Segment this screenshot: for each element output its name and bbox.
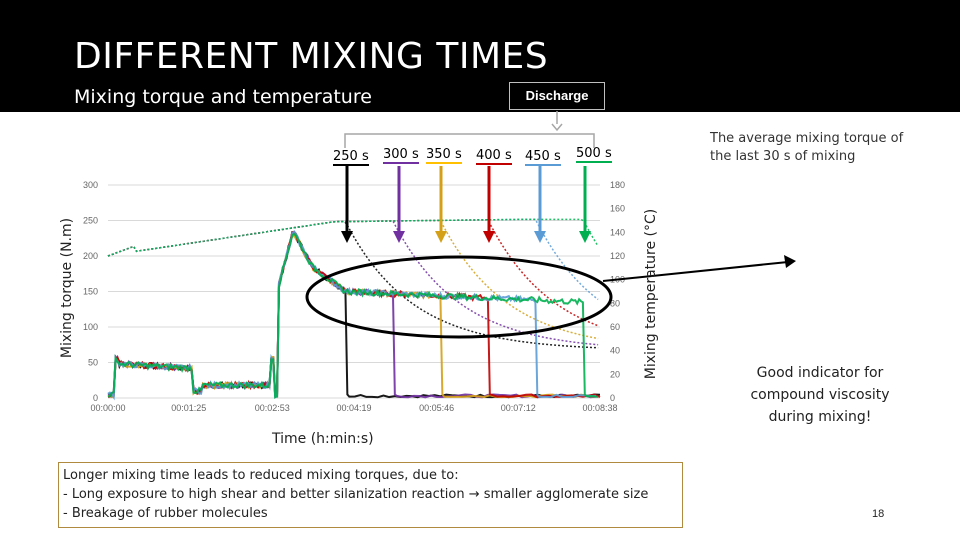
time-label-300: 300 s bbox=[383, 147, 419, 164]
conclusion-bullet-1: - Long exposure to high shear and better… bbox=[63, 487, 649, 502]
y2-tick-label: 160 bbox=[610, 204, 625, 214]
x-tick-label: 00:08:38 bbox=[582, 403, 617, 413]
pointer-arrow bbox=[602, 261, 789, 282]
discharge-arrowhead bbox=[341, 231, 353, 243]
y-tick-label: 300 bbox=[83, 180, 98, 190]
y-tick-label: 100 bbox=[83, 322, 98, 332]
temperature-series-line bbox=[107, 218, 599, 257]
x-tick-label: 00:00:00 bbox=[90, 403, 125, 413]
discharge-arrowhead bbox=[435, 231, 447, 243]
y2-tick-label: 140 bbox=[610, 227, 625, 237]
x-axis-label: Time (h:min:s) bbox=[272, 431, 374, 447]
page-number: 18 bbox=[872, 508, 885, 520]
y2-tick-label: 120 bbox=[610, 251, 625, 261]
note-average-torque: The average mixing torque of the last 30… bbox=[710, 131, 904, 164]
temperature-series-line bbox=[107, 219, 599, 327]
highlight-ellipse bbox=[305, 255, 613, 339]
y-axis-right-label: Mixing temperature (°C) bbox=[643, 208, 659, 380]
x-tick-label: 00:02:53 bbox=[255, 403, 290, 413]
slide-subtitle: Mixing torque and temperature bbox=[74, 86, 372, 108]
y-tick-label: 0 bbox=[93, 393, 98, 403]
discharge-arrowhead bbox=[483, 231, 495, 243]
discharge-arrowhead bbox=[579, 231, 591, 243]
discharge-arrowhead bbox=[534, 231, 546, 243]
y-axis-left-label: Mixing torque (N.m) bbox=[59, 217, 75, 359]
x-tick-label: 00:04:19 bbox=[336, 403, 371, 413]
temperature-series-line bbox=[107, 220, 599, 349]
x-tick-label: 00:05:46 bbox=[419, 403, 454, 413]
temperature-series-line bbox=[107, 220, 599, 346]
header-bar: DIFFERENT MIXING TIMES Mixing torque and… bbox=[0, 0, 960, 112]
discharge-bracket bbox=[344, 111, 595, 148]
conclusion-bullet-2: - Breakage of rubber molecules bbox=[63, 506, 268, 521]
conclusion-heading: Longer mixing time leads to reduced mixi… bbox=[63, 468, 459, 483]
discharge-arrowhead bbox=[393, 231, 405, 243]
time-label-400: 400 s bbox=[476, 148, 512, 165]
y2-tick-label: 20 bbox=[610, 369, 620, 379]
y-tick-label: 250 bbox=[83, 216, 98, 226]
y-tick-label: 50 bbox=[88, 358, 98, 368]
time-label-350: 350 s bbox=[426, 147, 462, 164]
slide-title: DIFFERENT MIXING TIMES bbox=[74, 36, 549, 77]
time-label-250: 250 s bbox=[333, 149, 369, 166]
y2-tick-label: 80 bbox=[610, 298, 620, 308]
y2-tick-label: 180 bbox=[610, 180, 625, 190]
y-tick-label: 200 bbox=[83, 251, 98, 261]
y2-tick-label: 40 bbox=[610, 346, 620, 356]
torque-series-line bbox=[107, 231, 597, 399]
x-tick-label: 00:07:12 bbox=[501, 403, 536, 413]
y2-tick-label: 60 bbox=[610, 322, 620, 332]
note-good-indicator: Good indicator for compound viscosity du… bbox=[750, 365, 890, 425]
temperature-series-line bbox=[107, 219, 599, 340]
torque-series-line bbox=[107, 232, 599, 399]
discharge-arrows bbox=[341, 166, 591, 243]
time-label-450: 450 s bbox=[525, 149, 561, 166]
pointer-arrowhead bbox=[784, 255, 796, 268]
conclusion-box: Longer mixing time leads to reduced mixi… bbox=[58, 462, 683, 528]
x-tick-label: 00:01:25 bbox=[171, 403, 206, 413]
y-tick-label: 150 bbox=[83, 287, 98, 297]
y2-tick-label: 0 bbox=[610, 393, 615, 403]
chart-traces bbox=[107, 218, 601, 401]
discharge-box: Discharge bbox=[509, 82, 605, 110]
axis-ticks: 0501001502002503000204060801001201401601… bbox=[83, 180, 625, 413]
time-label-500: 500 s bbox=[576, 146, 612, 163]
